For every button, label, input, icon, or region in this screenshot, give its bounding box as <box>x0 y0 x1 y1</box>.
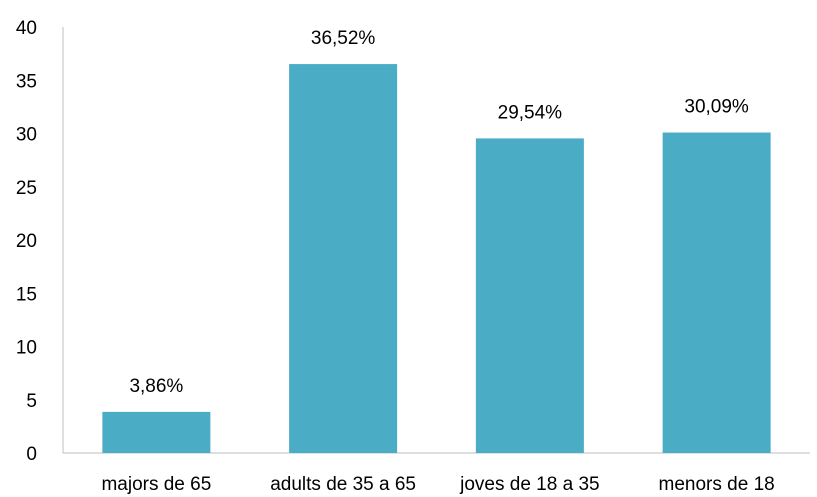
data-label: 29,54% <box>498 102 563 123</box>
bars-group <box>102 64 771 454</box>
data-label: 36,52% <box>311 28 376 49</box>
data-labels-group: 3,86% 36,52% 29,54% 30,09% <box>129 28 749 397</box>
bar <box>662 132 771 453</box>
category-label: menors de 18 <box>659 474 775 495</box>
y-axis-ticks: 0 5 10 15 20 25 30 35 40 <box>16 18 37 465</box>
y-tick-label: 35 <box>16 71 37 92</box>
y-tick-label: 15 <box>16 284 37 305</box>
category-label: adults de 35 a 65 <box>270 474 416 495</box>
category-labels-group: majors de 65 adults de 35 a 65 joves de 18… <box>101 474 774 495</box>
y-tick-label: 0 <box>26 444 37 465</box>
bar <box>102 411 211 453</box>
y-tick-label: 25 <box>16 178 37 199</box>
y-tick-label: 20 <box>16 231 37 252</box>
bar <box>289 64 398 453</box>
bar <box>475 138 584 454</box>
data-label: 3,86% <box>129 376 183 397</box>
data-label: 30,09% <box>684 97 749 118</box>
y-tick-label: 30 <box>16 125 37 146</box>
y-tick-label: 40 <box>16 18 37 39</box>
y-tick-label: 10 <box>16 338 37 359</box>
category-label: joves de 18 a 35 <box>459 474 599 495</box>
category-label: majors de 65 <box>101 474 211 495</box>
y-tick-label: 5 <box>26 391 37 412</box>
